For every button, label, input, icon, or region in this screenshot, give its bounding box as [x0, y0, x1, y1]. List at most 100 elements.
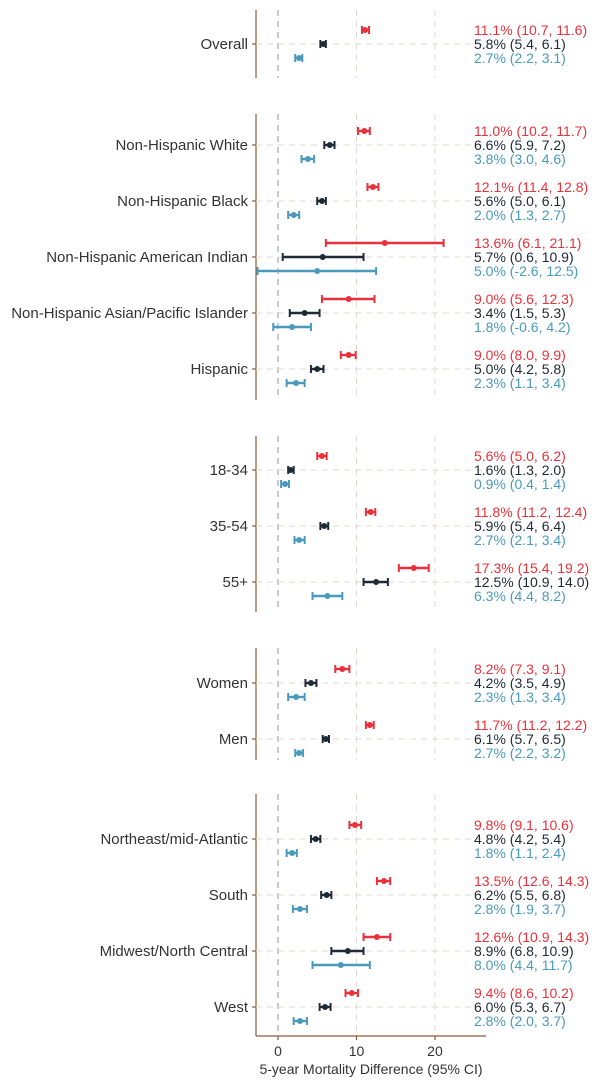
point-estimate-dark [344, 948, 351, 954]
estimate-label-blue: 2.7% (2.1, 3.4) [474, 532, 566, 548]
estimate-label-dark: 5.9% (5.4, 6.4) [474, 518, 566, 534]
point-estimate-blue [296, 537, 303, 543]
category-label: Non-Hispanic Black [117, 193, 248, 210]
point-estimate-blue [290, 212, 297, 218]
category-label: South [209, 887, 248, 904]
point-estimate-red [367, 509, 374, 515]
point-estimate-blue [296, 1018, 303, 1024]
point-estimate-blue [337, 962, 344, 968]
estimate-label-red: 12.1% (11.4, 12.8) [474, 179, 588, 195]
estimate-label-red: 17.3% (15.4, 19.2) [474, 560, 589, 576]
point-estimate-red [318, 453, 325, 459]
estimate-label-red: 9.8% (9.1, 10.6) [474, 817, 574, 833]
estimate-label-dark: 5.8% (5.4, 6.1) [474, 36, 566, 52]
category-label: Overall [200, 36, 248, 53]
estimate-label-blue: 1.8% (1.1, 2.4) [474, 845, 566, 861]
estimate-label-blue: 2.3% (1.1, 3.4) [474, 375, 566, 391]
point-estimate-blue [324, 593, 331, 599]
estimate-label-dark: 4.2% (3.5, 4.9) [474, 675, 566, 691]
x-axis-title: 5-year Mortality Difference (95% CI) [259, 1061, 482, 1077]
estimate-label-red: 13.5% (12.6, 14.3) [474, 873, 589, 889]
category-label: West [214, 999, 249, 1016]
estimate-label-red: 13.6% (6.1, 21.1) [474, 235, 581, 251]
point-estimate-red [345, 296, 352, 302]
point-estimate-red [369, 184, 376, 190]
estimate-label-dark: 5.6% (5.0, 6.1) [474, 193, 566, 209]
estimate-label-dark: 6.6% (5.9, 7.2) [474, 137, 566, 153]
point-estimate-dark [323, 892, 330, 898]
estimate-label-dark: 6.2% (5.5, 6.8) [474, 887, 566, 903]
x-tick-label: 0 [274, 1043, 282, 1059]
x-tick-label: 20 [427, 1043, 443, 1059]
point-estimate-dark [320, 41, 327, 47]
estimate-label-red: 11.8% (11.2, 12.4) [474, 504, 587, 520]
estimate-label-dark: 6.1% (5.7, 6.5) [474, 731, 566, 747]
x-tick-label: 10 [349, 1043, 365, 1059]
estimate-label-dark: 1.6% (1.3, 2.0) [474, 462, 566, 478]
x-axis: 0 10 20 [256, 1035, 486, 1059]
estimate-label-blue: 2.7% (2.2, 3.2) [474, 745, 566, 761]
point-estimate-red [351, 822, 358, 828]
point-estimate-red [361, 128, 368, 134]
estimate-label-blue: 0.9% (0.4, 1.4) [474, 476, 566, 492]
point-estimate-dark [312, 836, 319, 842]
point-estimate-red [362, 27, 369, 33]
point-estimate-blue [289, 850, 296, 856]
estimate-label-dark: 12.5% (10.9, 14.0) [474, 574, 589, 590]
category-label: Non-Hispanic White [115, 137, 248, 154]
point-estimate-dark [322, 1004, 329, 1010]
point-estimate-dark [287, 467, 294, 473]
estimate-label-dark: 4.8% (4.2, 5.4) [474, 831, 566, 847]
point-estimate-dark [319, 254, 326, 260]
category-label: Women [197, 675, 248, 692]
grid-layer [252, 10, 486, 1036]
point-estimate-blue [296, 750, 303, 756]
point-estimate-red [380, 878, 387, 884]
estimate-label-red: 11.1% (10.7, 11.6) [474, 22, 587, 38]
point-estimate-red [410, 565, 417, 571]
estimate-label-red: 8.2% (7.3, 9.1) [474, 661, 566, 677]
point-estimate-dark [321, 523, 328, 529]
estimate-label-red: 9.0% (8.0, 9.9) [474, 347, 566, 363]
point-estimate-dark [301, 310, 308, 316]
category-label: 18-34 [210, 462, 248, 479]
point-estimate-blue [314, 268, 321, 274]
point-estimate-red [339, 666, 346, 672]
estimate-label-blue: 5.0% (-2.6, 12.5) [474, 263, 578, 279]
estimate-label-blue: 2.8% (2.0, 3.7) [474, 1013, 566, 1029]
estimate-label-dark: 5.7% (0.6, 10.9) [474, 249, 574, 265]
category-label: Non-Hispanic Asian/Pacific Islander [11, 305, 248, 322]
category-label: 35-54 [210, 518, 248, 535]
point-estimate-blue [293, 380, 300, 386]
point-estimate-dark [314, 366, 321, 372]
category-label: Men [219, 731, 248, 748]
estimate-label-red: 9.4% (8.6, 10.2) [474, 985, 574, 1001]
estimate-label-blue: 1.8% (-0.6, 4.2) [474, 319, 571, 335]
estimate-label-dark: 5.0% (4.2, 5.8) [474, 361, 566, 377]
estimate-label-red: 11.0% (10.2, 11.7) [474, 123, 587, 139]
estimate-label-red: 9.0% (5.6, 12.3) [474, 291, 574, 307]
panels-layer: Overall 11.1% (10.7, 11.6)5.8% (5.4, 6.1)… [11, 22, 589, 1029]
estimate-label-dark: 8.9% (6.8, 10.9) [474, 943, 574, 959]
point-estimate-blue [289, 324, 296, 330]
category-label: 55+ [223, 574, 249, 591]
estimate-label-blue: 2.8% (1.9, 3.7) [474, 901, 566, 917]
point-estimate-blue [282, 481, 289, 487]
point-estimate-blue [296, 906, 303, 912]
point-estimate-dark [326, 142, 333, 148]
point-estimate-red [345, 352, 352, 358]
category-label: Non-Hispanic American Indian [46, 249, 248, 266]
point-estimate-red [381, 240, 388, 246]
estimate-label-dark: 3.4% (1.5, 5.3) [474, 305, 566, 321]
point-estimate-dark [318, 198, 325, 204]
estimate-label-blue: 2.7% (2.2, 3.1) [474, 50, 566, 66]
point-estimate-red [348, 990, 355, 996]
point-estimate-dark [307, 680, 314, 686]
estimate-label-dark: 6.0% (5.3, 6.7) [474, 999, 566, 1015]
category-label: Hispanic [190, 361, 248, 378]
estimate-label-blue: 8.0% (4.4, 11.7) [474, 957, 573, 973]
estimate-label-red: 11.7% (11.2, 12.2) [474, 717, 587, 733]
point-estimate-blue [293, 694, 300, 700]
point-estimate-red [373, 934, 380, 940]
